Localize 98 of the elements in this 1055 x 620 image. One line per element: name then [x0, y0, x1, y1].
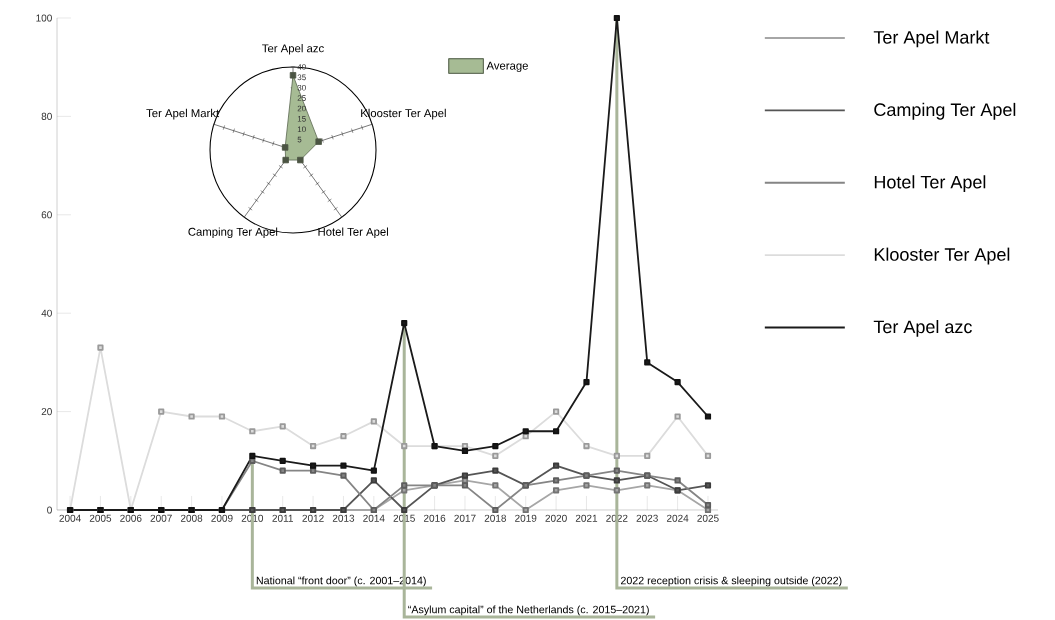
point — [340, 433, 347, 440]
point — [583, 482, 590, 489]
legend-label: Hotel Ter Apel — [874, 175, 986, 193]
x-tick-label: 2005 — [89, 514, 112, 522]
x-tick-label: 2020 — [545, 514, 567, 522]
point — [704, 482, 712, 489]
point — [309, 462, 317, 469]
y-tick-label: 0 — [47, 506, 52, 514]
point — [644, 452, 651, 459]
x-tick-label: 2024 — [666, 514, 689, 522]
point — [461, 447, 469, 455]
point — [613, 487, 620, 494]
x-tick-label: 2014 — [363, 514, 385, 522]
point — [583, 442, 590, 450]
point — [461, 472, 469, 479]
y-tick-label: 20 — [41, 408, 52, 416]
point — [492, 482, 499, 489]
point — [553, 408, 560, 415]
legend-label: Ter Apel azc — [873, 319, 972, 337]
point — [401, 442, 408, 450]
point — [704, 501, 712, 509]
point — [613, 452, 620, 459]
point — [279, 457, 286, 464]
point — [613, 467, 620, 474]
point — [553, 428, 560, 435]
y-tick-label: 20 — [297, 105, 306, 112]
point — [279, 467, 286, 474]
point — [249, 428, 256, 435]
x-tick-label: 2006 — [120, 514, 142, 522]
point — [340, 462, 347, 469]
point — [492, 506, 499, 514]
point — [492, 467, 499, 474]
spoke-label: Camping Ter Apel — [188, 227, 278, 239]
point — [461, 482, 469, 489]
y-tick-label: 5 — [297, 136, 302, 143]
x-tick-label: 2011 — [272, 514, 293, 522]
point — [644, 359, 651, 366]
point — [674, 378, 681, 386]
legend-label: Average — [486, 61, 528, 72]
point — [613, 477, 620, 484]
point — [279, 423, 286, 430]
x-tick-label: 2004 — [59, 514, 81, 522]
y-tick-label: 40 — [41, 309, 52, 317]
x-tick-label: 2009 — [211, 514, 233, 522]
spoke-label: Hotel Ter Apel — [318, 227, 388, 239]
point — [704, 413, 712, 420]
point — [370, 477, 377, 484]
y-tick-label: 60 — [41, 211, 52, 219]
point — [249, 452, 256, 459]
x-tick-label: 2007 — [150, 514, 172, 522]
point — [704, 452, 712, 459]
point — [522, 506, 529, 514]
y-tick-label: 100 — [36, 14, 52, 22]
point — [158, 408, 165, 415]
point — [492, 452, 499, 459]
x-tick-label: 2018 — [484, 514, 507, 522]
spoke-label: Ter Apel azc — [262, 44, 324, 55]
annotation: National “front door” (c. 2001–2014) — [256, 576, 426, 587]
spoke-label: Ter Apel Markt — [146, 108, 220, 120]
point — [370, 418, 377, 425]
point — [613, 14, 620, 22]
point — [553, 477, 560, 484]
point — [674, 413, 681, 420]
x-tick-label: 2022 — [606, 514, 628, 522]
x-tick-label: 2013 — [332, 514, 355, 522]
point — [492, 442, 499, 450]
point — [553, 462, 560, 469]
y-tick-label: 10 — [297, 126, 306, 133]
y-tick-label: 80 — [41, 112, 52, 120]
y-tick-label: 15 — [297, 116, 306, 122]
point — [370, 467, 377, 474]
annotation: 2022 reception crisis & sleeping outside (2022) — [621, 576, 842, 587]
x-tick-label: 2025 — [697, 514, 719, 522]
point — [309, 442, 317, 450]
legend-label: Ter Apel Markt — [873, 30, 990, 48]
x-tick-label: 2012 — [302, 514, 324, 522]
point — [401, 319, 408, 327]
point — [97, 344, 104, 351]
point — [188, 413, 195, 420]
point — [583, 378, 590, 386]
y-tick-label: 35 — [297, 74, 306, 81]
x-tick-label: 2019 — [515, 514, 537, 522]
legend-label: Klooster Ter Apel — [874, 247, 1010, 265]
point — [674, 477, 681, 484]
x-tick-label: 2023 — [636, 514, 658, 522]
annotation: “Asylum capital” of the Netherlands (c. 2015–2021) — [408, 605, 649, 616]
point — [522, 428, 529, 435]
legend-label: Camping Ter Apel — [874, 102, 1016, 120]
x-tick-label: 2017 — [454, 514, 476, 522]
x-tick-label: 2016 — [423, 514, 446, 522]
point — [340, 472, 347, 479]
point — [553, 487, 560, 494]
x-tick-label: 2008 — [180, 514, 203, 522]
point — [401, 506, 408, 514]
point — [218, 413, 226, 420]
point — [401, 482, 408, 489]
x-tick-label: 2021 — [575, 514, 598, 522]
point — [644, 482, 651, 489]
